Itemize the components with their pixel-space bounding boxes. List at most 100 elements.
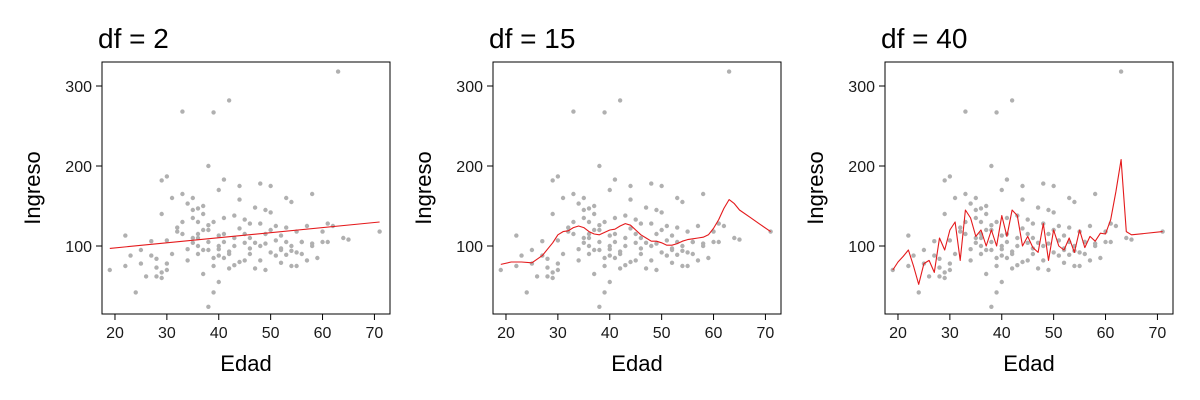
data-point [932,239,937,244]
data-point [612,215,618,221]
data-point [555,267,561,273]
data-point [1061,260,1067,265]
x-axis-title: Edad [1003,351,1054,376]
data-point [284,225,289,230]
data-point [607,233,612,238]
data-point [726,69,732,74]
data-point [989,223,994,228]
data-point [937,274,942,279]
x-tick-label: 60 [314,325,332,342]
data-point [628,226,633,231]
data-point [1103,239,1108,245]
data-point [973,215,979,221]
data-point [1077,263,1082,269]
data-point [649,181,654,186]
data-point [237,259,242,265]
x-tick-label: 20 [497,325,515,342]
data-point [143,274,149,279]
data-point [226,266,232,271]
data-point [273,238,279,243]
data-point [154,265,159,270]
data-point [268,227,273,233]
data-point [164,238,170,243]
data-point [211,263,216,269]
data-point [659,210,664,215]
data-point [216,253,221,258]
data-point [175,225,180,230]
data-point [289,199,294,205]
data-point [164,174,170,179]
data-point [268,250,273,255]
data-point [154,256,159,261]
data-point [289,263,294,269]
data-point [607,243,612,249]
data-point [159,211,164,217]
data-point [1004,255,1010,261]
data-point [1020,259,1025,265]
x-tick-label: 40 [210,325,228,342]
data-point [242,240,247,245]
y-axis-title: Ingreso [803,151,828,224]
data-point [149,253,154,258]
data-point [1046,267,1051,273]
data-point [1092,243,1098,249]
data-point [669,247,675,253]
data-point [309,243,315,249]
data-point [566,225,571,230]
panel-df-2: df = 2 Edad Ingreso 20 30 40 50 60 70 100 200 30… [20,23,391,376]
data-point [190,240,196,245]
data-point [942,270,947,275]
data-point [206,239,211,245]
data-point [612,239,618,245]
data-point [341,235,346,241]
data-point [1067,195,1072,201]
data-point [638,251,644,257]
data-point [211,219,216,225]
data-point [983,227,989,233]
data-point [999,247,1004,252]
y-axis-title: Ingreso [411,151,436,224]
data-point [1056,223,1062,229]
data-point [278,247,284,253]
x-tick-label: 40 [993,325,1011,342]
data-point [597,223,602,228]
data-point [263,267,268,273]
data-point [659,183,664,189]
data-point [952,195,958,201]
data-point [1035,205,1041,210]
data-point [299,239,304,245]
data-point [597,163,602,169]
data-point [550,178,555,183]
data-point [1087,258,1093,263]
data-point [700,191,706,197]
data-point [1113,223,1119,229]
data-point [576,258,581,263]
y-tick-label: 300 [456,79,483,96]
data-point [586,206,592,211]
data-point [1046,231,1051,237]
data-point [273,223,279,229]
panel-title: df = 15 [489,23,575,54]
x-axis-title: Edad [220,351,271,376]
data-point [216,243,221,249]
data-point [628,197,633,202]
data-point [284,252,289,257]
data-point [1030,251,1036,257]
data-point [1025,231,1030,237]
data-point [978,219,984,225]
data-point [221,239,227,245]
data-point [716,239,721,245]
x-tick-label: 70 [757,325,775,342]
data-point [1030,235,1036,241]
data-point [675,225,680,230]
data-point [586,235,592,241]
x-tick-label: 20 [889,325,907,342]
data-point [195,219,201,225]
data-point [1009,266,1015,271]
data-point [983,211,989,217]
data-point [597,247,602,253]
data-point [1030,246,1036,251]
data-point [226,251,232,257]
data-point [978,243,984,249]
data-point [524,290,529,295]
